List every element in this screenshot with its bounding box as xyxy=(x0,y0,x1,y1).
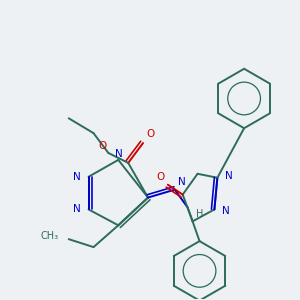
Text: N: N xyxy=(222,206,230,216)
Text: N: N xyxy=(116,149,123,159)
Text: N: N xyxy=(178,177,185,187)
Text: O: O xyxy=(157,172,165,182)
Text: N: N xyxy=(225,171,233,181)
Text: H: H xyxy=(196,209,203,219)
Text: CH₃: CH₃ xyxy=(41,231,59,241)
Text: N: N xyxy=(73,204,81,214)
Text: O: O xyxy=(146,129,154,139)
Text: O: O xyxy=(98,141,106,151)
Text: N: N xyxy=(73,172,81,182)
